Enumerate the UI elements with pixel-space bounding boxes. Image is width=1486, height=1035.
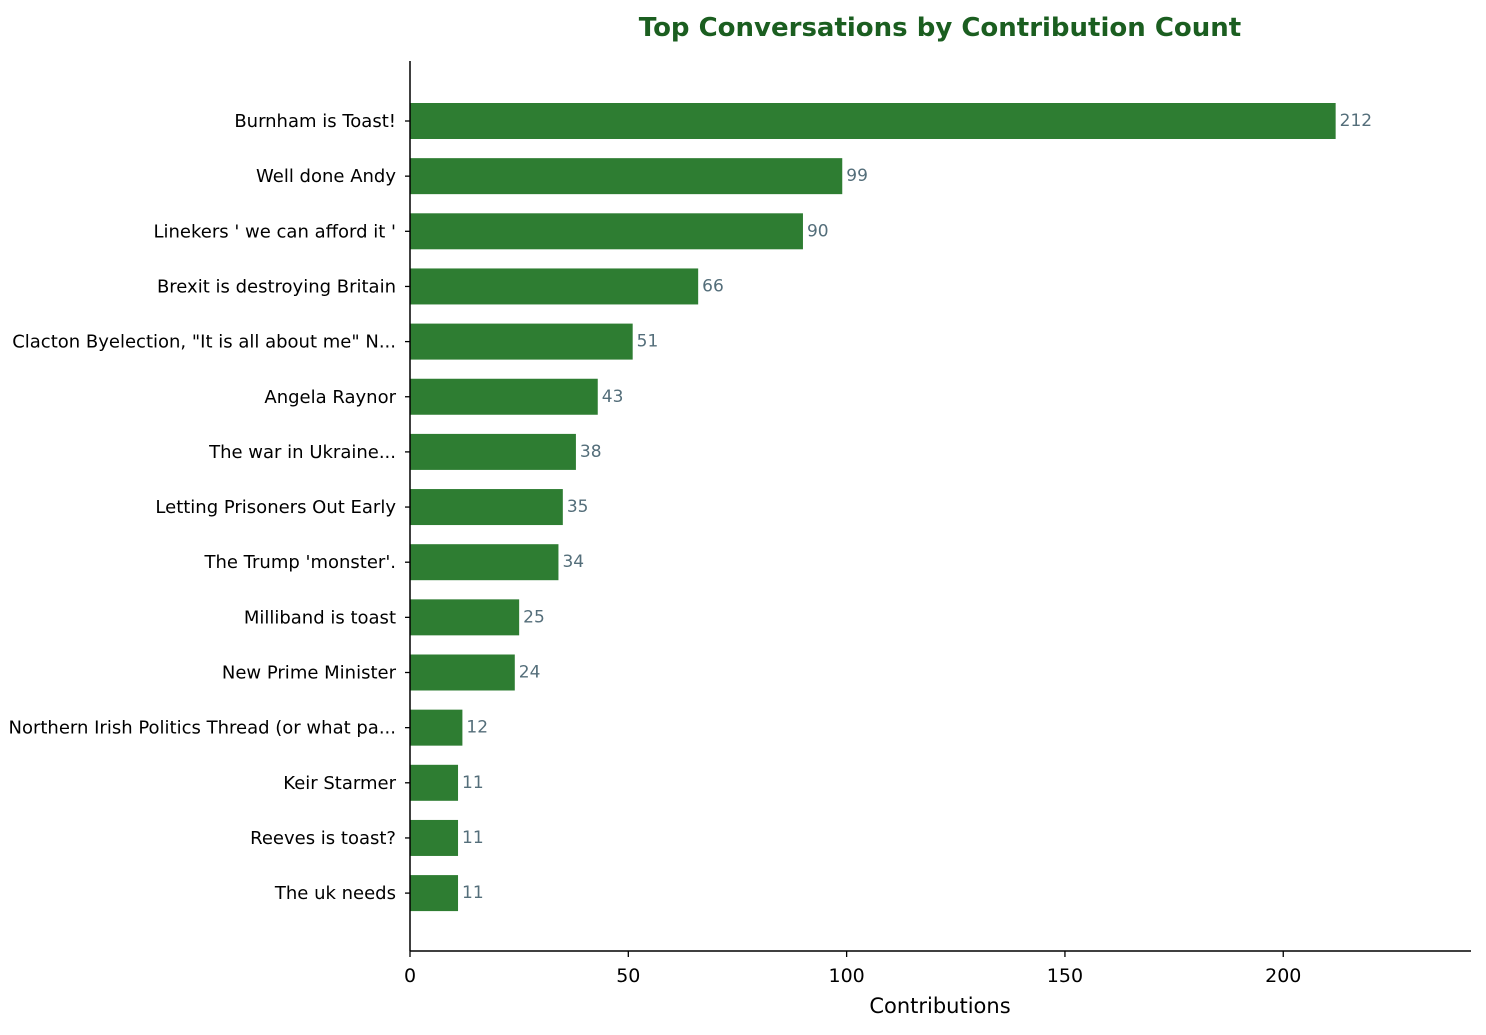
x-ticks: 0 50 100 150 200 [404, 951, 1301, 987]
value-label: 99 [846, 166, 868, 186]
category-label: Well done Andy [256, 166, 396, 187]
category-label: Letting Prisoners Out Early [155, 497, 396, 518]
category-label: New Prime Minister [222, 663, 397, 684]
x-tick-label: 100 [828, 965, 864, 987]
bar [410, 599, 520, 636]
bars-layer [410, 103, 1336, 912]
x-tick-label: 50 [616, 965, 640, 987]
category-label: Keir Starmer [283, 773, 396, 794]
value-label: 35 [567, 497, 589, 517]
bar [410, 103, 1336, 139]
bar [410, 433, 576, 470]
value-label: 212 [1340, 111, 1372, 131]
value-label: 12 [466, 718, 488, 738]
bar [410, 709, 463, 746]
value-label: 90 [807, 221, 829, 241]
value-label: 43 [602, 387, 624, 407]
value-label: 25 [523, 607, 545, 627]
bar [410, 158, 843, 195]
value-labels: 212 99 90 66 51 43 38 35 34 25 24 12 11 11 11 [462, 111, 1372, 903]
axes [409, 61, 1471, 952]
x-tick-label: 200 [1265, 965, 1301, 987]
value-label: 38 [580, 442, 602, 462]
bar [410, 875, 459, 912]
category-label: Burnham is Toast! [234, 111, 396, 132]
category-label: Angela Raynor [264, 387, 396, 408]
category-label: Clacton Byelection, "It is all about me"… [12, 332, 396, 353]
bar [410, 268, 699, 305]
bar [410, 378, 598, 415]
bar [410, 544, 559, 581]
value-label: 51 [637, 332, 659, 352]
category-label: The Trump 'monster'. [203, 552, 396, 573]
bar [410, 489, 563, 526]
bar [410, 764, 459, 801]
category-label: Reeves is toast? [250, 828, 396, 849]
category-labels: Burnham is Toast! Well done Andy Linekers … [8, 111, 410, 904]
bar [410, 654, 515, 691]
value-label: 66 [702, 276, 724, 296]
category-label: Northern Irish Politics Thread (or what … [8, 718, 396, 739]
bar [410, 213, 803, 250]
category-label: Linekers ' we can afford it ' [153, 221, 396, 242]
category-label: Milliband is toast [244, 607, 396, 628]
bar [410, 819, 459, 856]
value-label: 11 [462, 773, 484, 793]
category-label: Brexit is destroying Britain [157, 276, 396, 297]
value-label: 11 [462, 883, 484, 903]
category-label: The uk needs [274, 883, 396, 904]
category-label: The war in Ukraine... [208, 442, 396, 463]
value-label: 24 [519, 663, 541, 683]
x-axis-title: Contributions [869, 994, 1010, 1018]
x-tick-label: 0 [404, 965, 416, 987]
value-label: 34 [562, 552, 584, 572]
x-tick-label: 150 [1047, 965, 1083, 987]
bar [410, 323, 633, 360]
value-label: 11 [462, 828, 484, 848]
chart-title: Top Conversations by Contribution Count [639, 13, 1241, 43]
